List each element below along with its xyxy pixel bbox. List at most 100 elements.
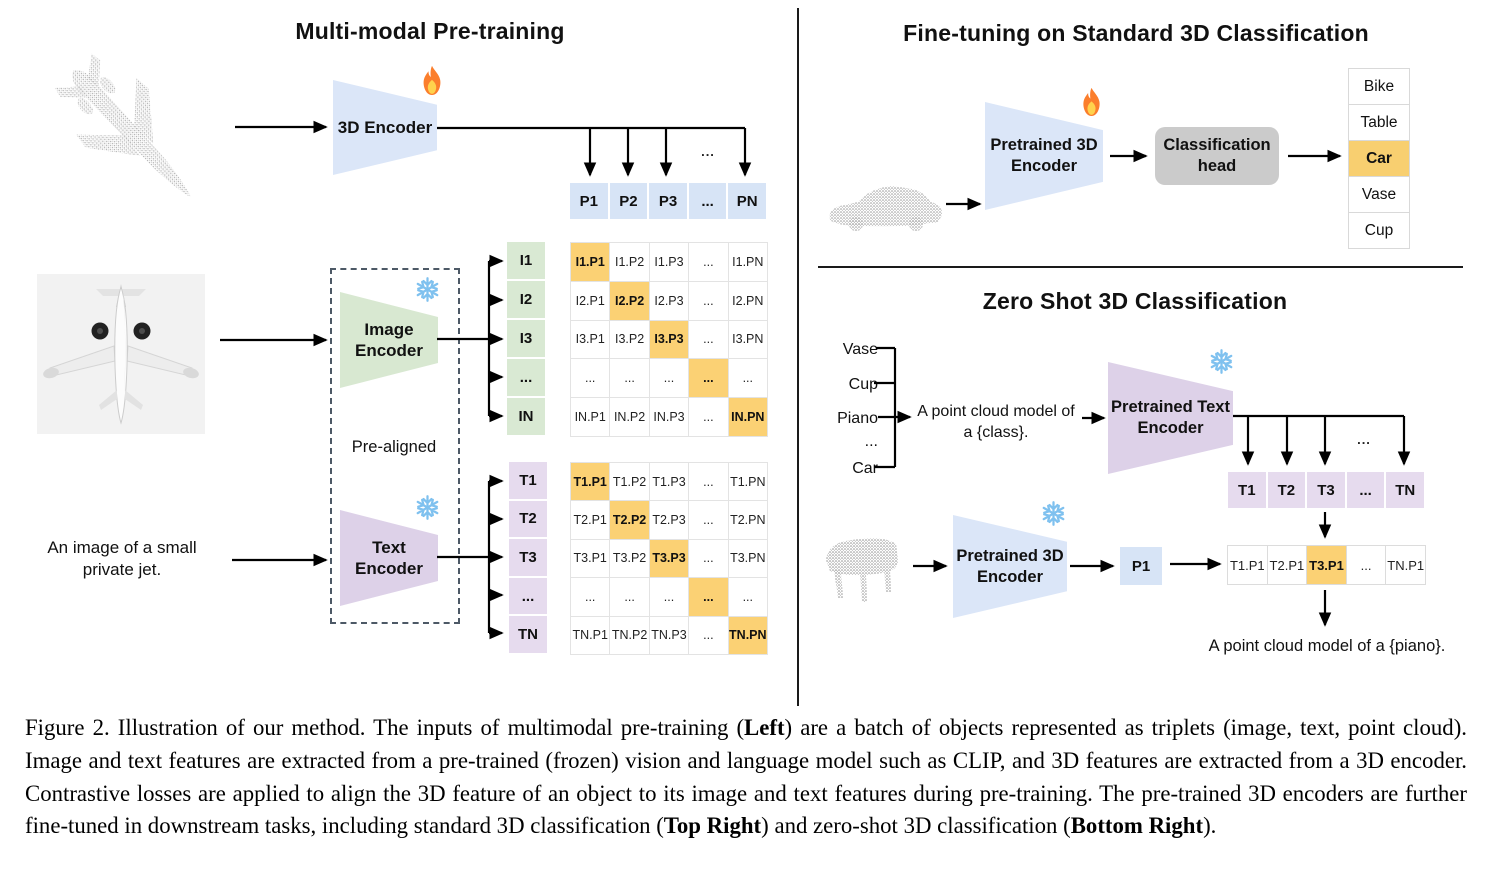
snowflake-icon	[416, 277, 439, 302]
image-similarity-cell: I1.P2	[610, 243, 649, 281]
text-similarity-cell: T1.PN	[728, 463, 767, 501]
text-similarity-cell: T1.P2	[610, 463, 649, 501]
similarity-cell: TN.P1	[1386, 546, 1425, 584]
caption-bold-segment: Top Right	[663, 813, 762, 839]
pretrained-3d-encoder-zeroshot: Pretrained 3D Encoder	[953, 515, 1067, 618]
text-similarity-cell: T1.P3	[649, 463, 689, 501]
pre-aligned-box	[330, 268, 460, 624]
text-similarity-cell: TN.P1	[571, 616, 610, 654]
image-similarity-cell: IN.PN	[728, 398, 767, 436]
text-feature-cell: T1	[509, 462, 547, 499]
p-cell: PN	[728, 183, 766, 219]
zeroshot-class-label: Piano	[837, 410, 878, 427]
text-similarity-cell: ...	[689, 539, 728, 578]
text-similarity-cell: ...	[571, 578, 610, 616]
text-similarity-cell: T2.P2	[610, 501, 649, 539]
finetune-title: Fine-tuning on Standard 3D Classificatio…	[903, 20, 1369, 46]
horizontal-panel-divider	[818, 266, 1463, 268]
p-cell: P1	[570, 183, 608, 219]
image-similarity-cell: I1.P1	[571, 243, 610, 281]
image-feature-cell: I3	[507, 320, 545, 357]
image-feature-cell: ...	[507, 359, 545, 396]
image-similarity-cell: I3.P1	[571, 320, 610, 359]
text-point-similarity-matrix: T1.P1 T1.P2 T1.P3... T1.PN T2.P1 T2.P2 T2.P3..…	[570, 462, 768, 655]
text-similarity-cell: TN.P2	[610, 616, 649, 654]
text-feature-cell: ...	[1346, 472, 1385, 508]
text-input-sample: An image of a small private jet.	[47, 538, 197, 580]
zeroshot-class-label: ...	[864, 433, 878, 450]
zeroshot-prompt: A point cloud model of a {class}.	[917, 403, 1075, 441]
image-similarity-cell: I1.P3	[649, 243, 689, 281]
image-similarity-cell: I3.PN	[728, 320, 767, 359]
text-feature-cell: TN	[1386, 472, 1424, 508]
image-similarity-cell: ...	[689, 243, 728, 281]
p-cell: ...	[688, 183, 727, 219]
caption-bold-segment: Left	[744, 715, 785, 740]
text-encoder-label: Text Encoder	[354, 537, 424, 578]
classification-head-label: Classification head	[1163, 136, 1271, 175]
image-similarity-cell: I2.PN	[728, 281, 767, 320]
image-feature-cell: I2	[507, 281, 545, 318]
text-similarity-cell: ...	[689, 463, 728, 501]
image-similarity-cell: I2.P3	[649, 281, 689, 320]
text-feature-cell: T3	[509, 539, 547, 576]
text-feature-column: T1 T2 T3... TN	[509, 462, 547, 653]
caption-segment: ) are a batch of objects represented as …	[25, 715, 1467, 839]
fire-icon	[1083, 87, 1100, 116]
image-similarity-cell: ...	[649, 359, 689, 398]
image-similarity-cell: I2.P2	[610, 281, 649, 320]
snowflake-icon	[416, 495, 439, 520]
image-similarity-cell: ...	[689, 281, 728, 320]
snowflake-icon	[1210, 349, 1233, 374]
zeroshot-title: Zero Shot 3D Classification	[982, 288, 1288, 314]
classification-head: Classification head	[1155, 127, 1279, 185]
p-cell: P2	[609, 183, 648, 219]
text-similarity-cell: T2.P3	[649, 501, 689, 539]
piano-point-cloud-image	[826, 538, 898, 602]
image-feature-column: I1 I2 I3... IN	[507, 242, 545, 435]
text-similarity-cell: ...	[649, 578, 689, 616]
car-point-cloud-image	[829, 186, 943, 231]
text-similarity-cell: TN.P3	[649, 616, 689, 654]
similarity-cell: T3.P1	[1307, 546, 1346, 584]
image-encoder-label: Image Encoder	[354, 319, 424, 360]
image-feature-cell: I1	[507, 242, 545, 279]
p1-feature-box: P1	[1120, 547, 1162, 585]
text-similarity-cell: T2.PN	[728, 501, 767, 539]
3d-encoder-label: 3D Encoder	[337, 117, 433, 137]
text-feature-cell: ...	[509, 577, 547, 615]
text-similarity-cell: ...	[610, 578, 649, 616]
caption-bold-segment: Bottom Right	[1070, 813, 1204, 839]
image-feature-cell: IN	[507, 398, 545, 435]
p-feature-row: P1 P2 P3... PN	[570, 183, 766, 219]
image-similarity-cell: ...	[689, 359, 728, 398]
zeroshot-class-label: Car	[852, 460, 878, 477]
caption-segment: Figure 2. Illustration of our method. Th…	[25, 715, 745, 740]
classification-output-list: Bike Table Car Vase Cup	[1348, 68, 1410, 249]
pre-aligned-label: Pre-aligned	[351, 438, 437, 456]
text-similarity-cell: T3.P3	[649, 539, 689, 578]
p-cell: P3	[649, 183, 687, 219]
class-list-item: Bike	[1349, 69, 1409, 104]
pretrained-3d-encoder-zeroshot-label: Pretrained 3D Encoder	[956, 546, 1064, 586]
pretrained-text-encoder: Pretrained Text Encoder	[1108, 362, 1233, 474]
class-list-item: Vase	[1349, 176, 1409, 212]
zeroshot-class-label: Cup	[848, 376, 878, 393]
text-feature-cell: TN	[509, 616, 547, 653]
caption-segment: ) and zero-shot 3D classification (	[761, 813, 1071, 839]
pretrained-3d-encoder-label: Pretrained 3D Encoder	[990, 136, 1098, 175]
image-point-similarity-matrix: I1.P1 I1.P2 I1.P3... I1.PN I2.P1 I2.P2 I2.P3..…	[570, 242, 768, 437]
similarity-cell: T2.P1	[1267, 546, 1307, 584]
image-similarity-cell: I3.P3	[649, 320, 689, 359]
zeroshot-class-label: Vase	[842, 341, 878, 358]
text-feature-cell: T1	[1228, 472, 1266, 508]
text-feature-cell: T2	[509, 500, 547, 538]
image-similarity-cell: ...	[689, 320, 728, 359]
text-feature-row: T1 T2 T3... TN	[1228, 472, 1424, 508]
text-similarity-cell: TN.PN	[728, 616, 767, 654]
caption-segment: ).	[1203, 813, 1217, 839]
text-similarity-cell: ...	[728, 578, 767, 616]
ellipsis-p-branches: ...	[701, 144, 715, 159]
image-similarity-cell: IN.P1	[571, 398, 610, 436]
image-similarity-cell: I2.P1	[571, 281, 610, 320]
